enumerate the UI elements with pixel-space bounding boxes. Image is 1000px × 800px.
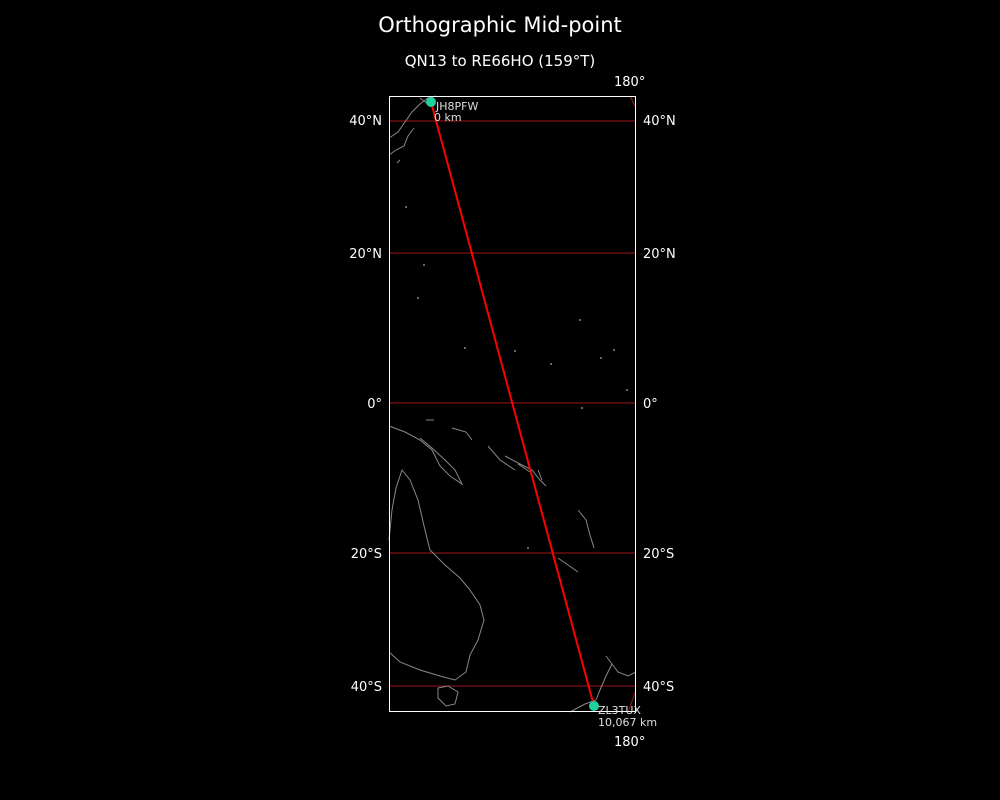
coast-vanuatu [577,509,595,549]
lat-label-20s-left: 20°S [351,547,382,562]
coast-australia [388,468,485,681]
coast-new-zealand-north [595,655,637,701]
lat-label-40n-right: 40°N [643,114,676,129]
coast-new-guinea [388,419,547,487]
coast-japan [388,95,437,164]
coast-tasmania [437,685,459,707]
coast-solomons [517,463,543,481]
start-station-call: JH8PFW [435,100,478,113]
lat-label-20n-right: 20°N [643,247,676,262]
map-subtitle: QN13 to RE66HO (159°T) [404,52,596,70]
lat-label-0-left: 0° [367,397,382,412]
lon-label-top: 180° [614,75,645,90]
lat-labels-left: 40°N 20°N 0° 20°S 40°S [349,114,382,695]
gridlines [389,95,637,713]
lat-labels-right: 40°N 20°N 0° 20°S 40°S [643,114,676,695]
lon-label-bottom: 180° [614,735,645,750]
lat-label-40s-left: 40°S [351,680,382,695]
end-station-call: ZL3TUX [598,704,641,717]
lat-label-20n-left: 20°N [349,247,382,262]
map-title: Orthographic Mid-point [378,13,622,37]
lat-label-40n-left: 40°N [349,114,382,129]
coastlines [388,95,637,713]
start-station-distance: 0 km [434,111,462,124]
lat-label-40s-right: 40°S [643,680,674,695]
start-station-marker [426,97,436,107]
islands [405,206,628,549]
coast-new-caledonia [557,557,579,573]
meridian-180-bottom [627,689,637,713]
great-circle-path [430,101,595,707]
end-station-marker [589,701,599,711]
lat-label-20s-right: 20°S [643,547,674,562]
map-frame [389,96,636,712]
lat-label-0-right: 0° [643,397,658,412]
end-station-distance: 10,067 km [598,716,657,729]
